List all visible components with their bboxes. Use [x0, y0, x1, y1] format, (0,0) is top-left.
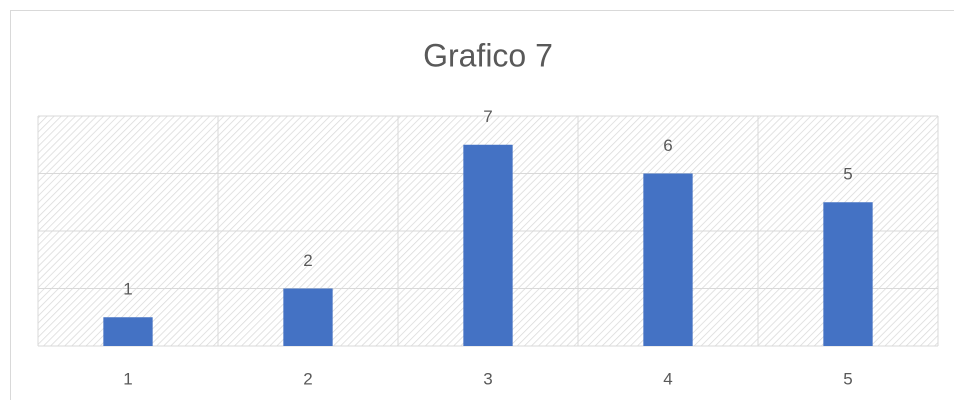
x-tick-label: 2 — [303, 369, 312, 388]
data-label: 7 — [483, 107, 492, 126]
data-label: 1 — [123, 280, 132, 299]
x-tick-label: 1 — [123, 369, 132, 388]
x-tick-label: 5 — [843, 369, 852, 388]
bar — [103, 317, 153, 346]
x-tick-label: 3 — [483, 369, 492, 388]
chart-title: Grafico 7 — [423, 37, 553, 73]
bar — [643, 173, 693, 346]
x-tick-label: 4 — [663, 369, 672, 388]
bar — [463, 144, 513, 346]
data-label: 5 — [843, 165, 852, 184]
data-label: 2 — [303, 251, 312, 270]
bar — [823, 202, 873, 346]
data-label: 6 — [663, 136, 672, 155]
bar — [283, 288, 333, 346]
